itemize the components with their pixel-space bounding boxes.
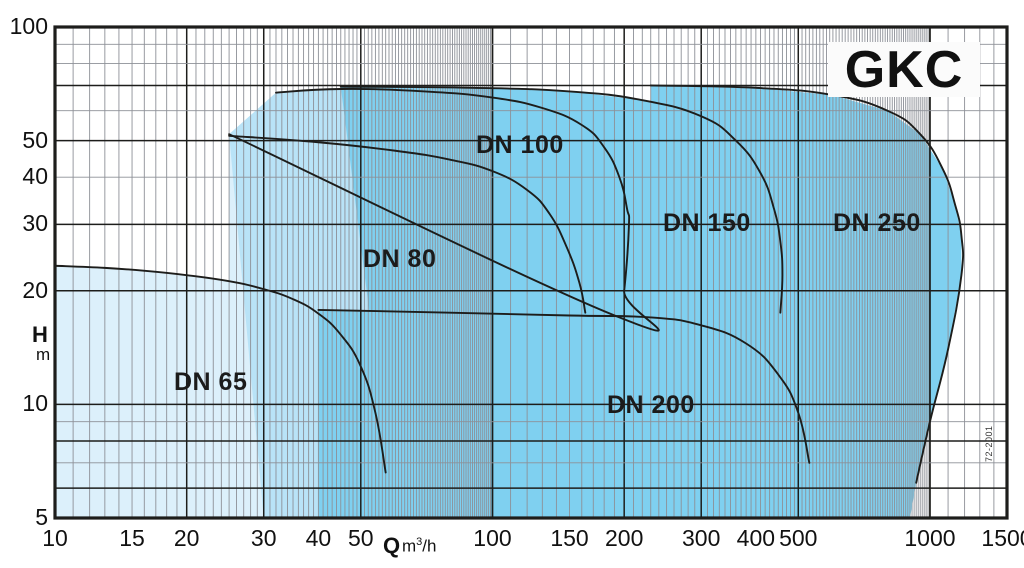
x-tick-15: 15 [119, 525, 145, 551]
x-tick-50: 50 [347, 525, 374, 551]
x-tick-20: 20 [173, 525, 200, 551]
x-axis-unit: m3/h [402, 536, 437, 556]
region-label-dn-250: DN 250 [833, 209, 921, 237]
y-tick-20: 20 [22, 276, 48, 303]
x-tick-30: 30 [250, 525, 277, 551]
chart-title-box: GKC [828, 40, 980, 99]
x-tick-100: 100 [473, 525, 512, 551]
y-tick-100: 100 [9, 13, 48, 39]
region-label-dn-200: DN 200 [607, 391, 695, 419]
x-tick-40: 40 [305, 525, 332, 551]
x-tick-500: 500 [779, 525, 818, 551]
region-label-dn-65: DN 65 [174, 368, 248, 396]
chart-title: GKC [844, 40, 964, 99]
x-tick-300: 300 [682, 525, 721, 551]
x-tick-1500: 1500 [981, 525, 1024, 551]
y-tick-10: 10 [22, 390, 48, 417]
region-label-dn-150: DN 150 [663, 209, 751, 237]
x-tick-10: 10 [42, 525, 68, 551]
region-label-dn-100: DN 100 [476, 131, 564, 159]
x-axis-title: Q [383, 533, 401, 558]
x-tick-200: 200 [604, 525, 644, 551]
x-tick-150: 150 [550, 525, 589, 551]
y-tick-30: 30 [22, 210, 48, 237]
y-axis-unit: m [36, 345, 51, 364]
document-code: 72-2001 [984, 425, 994, 462]
region-label-dn-80: DN 80 [363, 245, 437, 273]
y-tick-50: 50 [22, 126, 48, 153]
y-tick-5: 5 [35, 504, 48, 530]
y-axis-title: H [32, 322, 48, 347]
x-tick-1000: 1000 [904, 525, 956, 551]
y-tick-40: 40 [22, 163, 48, 190]
x-tick-400: 400 [736, 525, 776, 551]
